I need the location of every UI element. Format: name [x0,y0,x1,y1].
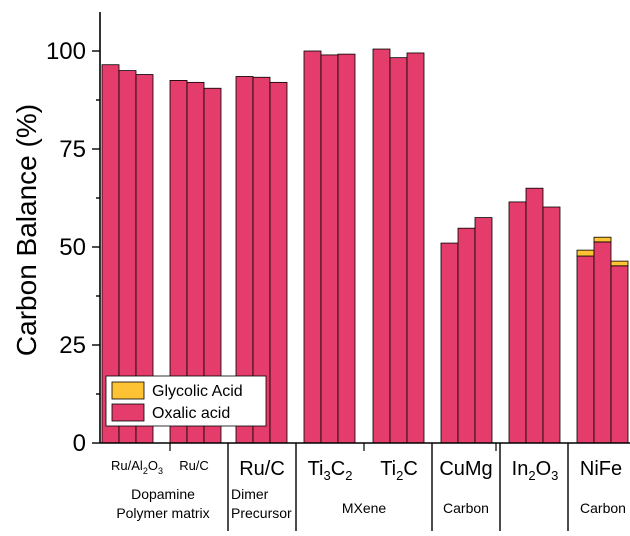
y-tick-label: 75 [59,136,86,163]
category-label: CuMg [439,458,492,480]
bar-oxalic-acid [593,241,612,444]
bar-glycolic-acid [593,236,612,243]
bar-oxalic-acid [610,265,629,444]
y-tick-label: 100 [46,38,86,65]
category-label: Ru/Al2O3 [111,458,163,476]
axes-layer: 0 25 50 75 100 [46,12,630,531]
legend-label: Oxalic acid [152,405,230,422]
bar-oxalic-acid [389,57,408,444]
category-label: Ti3C2 [308,458,353,483]
group-label: Dopamine [131,486,195,502]
bars-layer [101,48,629,444]
bar-oxalic-acid [525,187,544,444]
legend: Glycolic Acid Oxalic acid [105,375,267,427]
group-label: Carbon [443,500,489,516]
legend-label: Glycolic Acid [152,383,243,400]
bar-oxalic-acid [269,81,288,444]
group-label: Carbon [580,500,626,516]
category-label: NiFe [580,458,622,480]
group-label: Dimer [231,486,269,502]
y-tick-label: 50 [59,234,86,261]
bar-oxalic-acid [303,50,322,444]
bar-oxalic-acid [457,227,476,444]
legend-swatch [111,403,145,422]
bar-oxalic-acid [337,53,356,444]
category-label: Ru/C [179,458,209,473]
bar-oxalic-acid [474,217,493,444]
legend-swatch [111,381,145,400]
bar-oxalic-acid [372,48,391,444]
bar-oxalic-acid [440,242,459,444]
group-label: MXene [342,500,387,516]
bar-oxalic-acid [320,54,339,444]
bar-oxalic-acid [576,255,595,444]
bar-oxalic-acid [508,201,527,444]
y-tick-label: 25 [59,332,86,359]
y-axis-title: Carbon Balance (%) [11,104,42,356]
bar-glycolic-acid [576,249,595,257]
bar-glycolic-acid [610,260,629,267]
group-label: Precursor [231,505,292,521]
y-tick-label: 0 [73,430,86,457]
labels-layer: Carbon Balance (%) Ru/Al2O3 Ru/C Ru/C Ti3C2 T… [11,104,626,521]
bar-oxalic-acid [542,206,561,444]
bar-oxalic-acid [406,52,425,444]
category-label: In2O3 [512,458,559,483]
category-label: Ti2C [380,458,418,483]
group-label: Polymer matrix [116,505,209,521]
category-label: Ru/C [239,458,285,480]
